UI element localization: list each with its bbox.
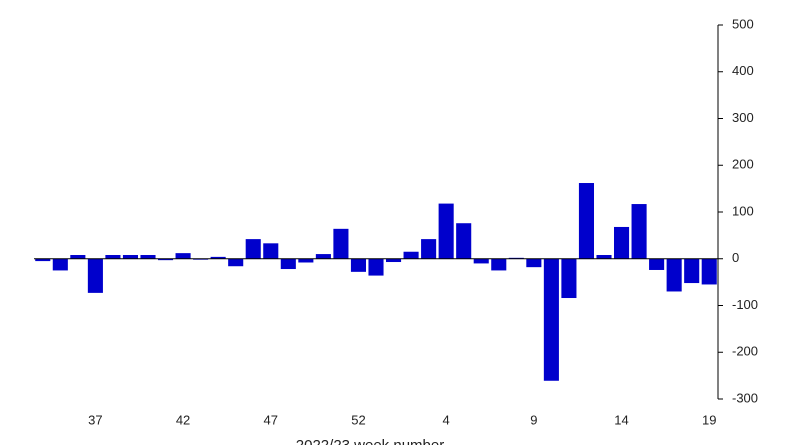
bar xyxy=(368,258,384,276)
bar xyxy=(578,183,595,259)
y-tick-label: -200 xyxy=(732,344,758,359)
bar xyxy=(122,255,139,259)
bar xyxy=(421,239,437,259)
bar xyxy=(70,255,86,259)
y-tick-label: 300 xyxy=(732,110,754,125)
y-tick-label: 100 xyxy=(732,203,754,218)
bar xyxy=(613,226,630,259)
bar xyxy=(245,239,261,259)
bar xyxy=(596,255,612,259)
bar xyxy=(52,258,68,271)
bar xyxy=(684,258,700,284)
bar xyxy=(280,258,296,270)
bar xyxy=(333,228,349,259)
bar xyxy=(561,258,577,299)
x-tick-label: 14 xyxy=(614,412,628,427)
x-tick-label: 37 xyxy=(88,412,102,427)
bar xyxy=(456,223,472,259)
bar xyxy=(228,258,244,267)
bar xyxy=(350,258,367,272)
bar xyxy=(403,251,419,259)
bar xyxy=(175,253,191,259)
x-axis-label: 2022/23 week number xyxy=(296,437,444,445)
x-tick-label: 42 xyxy=(176,412,190,427)
bar xyxy=(35,258,51,262)
y-tick-label: 0 xyxy=(732,250,739,265)
x-tick-label: 4 xyxy=(443,412,450,427)
bar xyxy=(157,258,174,261)
y-tick-label: 500 xyxy=(732,16,754,31)
y-tick-label: 400 xyxy=(732,63,754,78)
bar xyxy=(87,258,103,293)
bar xyxy=(263,243,279,259)
x-tick-label: 47 xyxy=(264,412,278,427)
bar xyxy=(701,258,717,285)
y-tick-label: -300 xyxy=(732,390,758,405)
bar xyxy=(105,255,121,259)
bar xyxy=(543,258,559,381)
bar xyxy=(491,258,507,271)
x-tick-label: 9 xyxy=(530,412,537,427)
bar xyxy=(473,258,489,264)
bar xyxy=(385,258,402,263)
bar xyxy=(526,258,542,268)
bar xyxy=(666,258,682,292)
bar xyxy=(210,256,226,259)
bar xyxy=(315,254,331,259)
y-tick-label: -100 xyxy=(732,297,758,312)
y-tick-label: 200 xyxy=(732,157,754,172)
bar xyxy=(438,203,454,259)
x-tick-label: 52 xyxy=(351,412,365,427)
x-tick-label: 19 xyxy=(702,412,716,427)
bar xyxy=(649,258,665,270)
bar xyxy=(631,204,647,259)
bar xyxy=(298,258,314,263)
bar xyxy=(140,255,156,259)
